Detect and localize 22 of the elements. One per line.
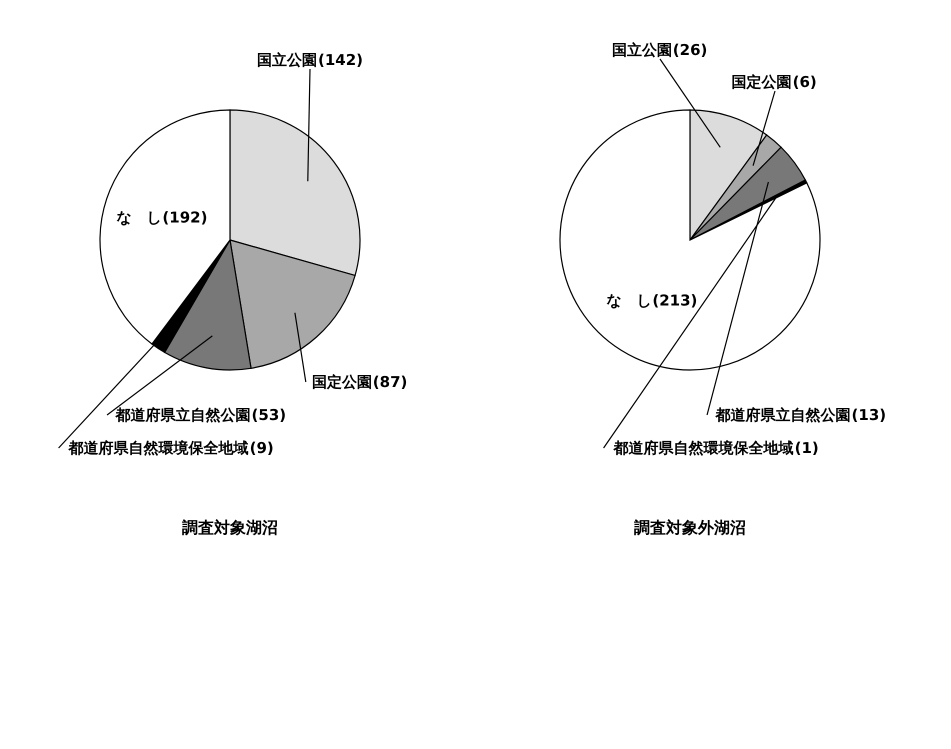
- data-label: (9): [250, 439, 274, 457]
- slice-label: 都道府県立自然公園: [114, 406, 251, 424]
- data-label: (13): [852, 406, 886, 424]
- data-label: (1): [794, 439, 819, 457]
- data-label: (213): [652, 292, 698, 310]
- slice-label: な し: [606, 292, 652, 310]
- data-label: (53): [252, 406, 286, 424]
- text: 調査対象外湖沼: [634, 518, 746, 537]
- data-label: (6): [792, 73, 817, 91]
- data-label: (26): [672, 41, 708, 59]
- slice-label: 国定公園: [732, 73, 792, 91]
- text: 調査対象湖沼: [182, 518, 278, 537]
- slice-label: 都道府県自然環境保全地域: [612, 439, 794, 457]
- data-label: (87): [372, 373, 408, 391]
- slice-label: な し: [116, 208, 162, 226]
- slice-label: 国定公園: [312, 373, 372, 391]
- slice-label: 国立公園: [257, 51, 317, 69]
- slice-label: 国立公園: [612, 41, 672, 59]
- slice-label: 都道府県自然環境保全地域: [68, 439, 249, 457]
- slice-label: 都道府県立自然公園: [714, 406, 851, 424]
- data-label: (142): [318, 51, 364, 69]
- data-label: (192): [162, 208, 208, 226]
